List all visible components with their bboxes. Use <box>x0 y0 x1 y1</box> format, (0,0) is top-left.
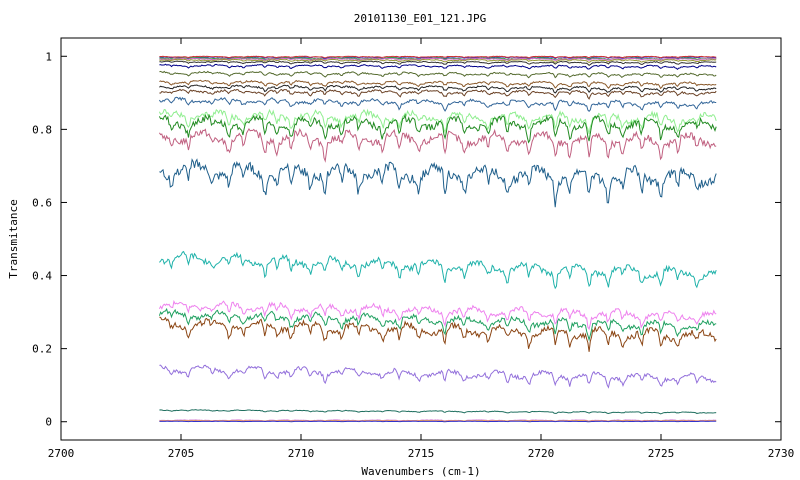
chart-title: 20101130_E01_121.JPG <box>354 12 486 25</box>
series-line <box>159 84 717 94</box>
x-tick-label: 2700 <box>48 447 75 460</box>
y-tick-label: 0.8 <box>32 123 52 136</box>
plot-frame <box>60 37 782 441</box>
x-tick-label: 2730 <box>768 447 795 460</box>
series-line <box>159 409 717 415</box>
series-line <box>159 420 717 423</box>
series-layer <box>158 55 717 423</box>
series-line <box>159 250 717 290</box>
series-line <box>159 419 717 422</box>
y-axis: 0 0.2 0.4 0.6 0.8 1 <box>32 50 781 429</box>
series-line <box>158 307 717 342</box>
y-tick-label: 0 <box>45 416 52 429</box>
y-tick-label: 1 <box>45 50 52 63</box>
y-tick-label: 0.4 <box>32 270 52 283</box>
series-line <box>159 364 717 389</box>
x-tick-label: 2725 <box>648 447 675 460</box>
series-line <box>159 58 717 64</box>
x-tick-label: 2720 <box>528 447 555 460</box>
series-line <box>159 88 717 100</box>
y-axis-label: Transmitance <box>7 199 20 278</box>
series-line <box>158 96 717 113</box>
series-line <box>159 55 717 59</box>
x-axis-label: Wavenumbers (cm-1) <box>361 465 480 478</box>
series-line <box>158 108 717 135</box>
y-tick-label: 0.6 <box>32 196 52 209</box>
x-tick-label: 2710 <box>288 447 315 460</box>
series-line <box>159 57 717 61</box>
x-tick-label: 2705 <box>168 447 195 460</box>
series-line <box>158 113 717 144</box>
series-line <box>159 70 717 79</box>
series-line <box>159 63 717 71</box>
series-line <box>159 60 717 66</box>
y-tick-label: 0.2 <box>32 343 52 356</box>
series-line <box>158 299 717 331</box>
x-axis: 2700 2705 2710 2715 2720 2725 2730 <box>48 38 795 460</box>
series-line <box>158 127 717 163</box>
x-tick-label: 2715 <box>408 447 435 460</box>
series-line <box>159 79 717 90</box>
series-line <box>159 158 717 208</box>
series-line <box>159 316 717 352</box>
